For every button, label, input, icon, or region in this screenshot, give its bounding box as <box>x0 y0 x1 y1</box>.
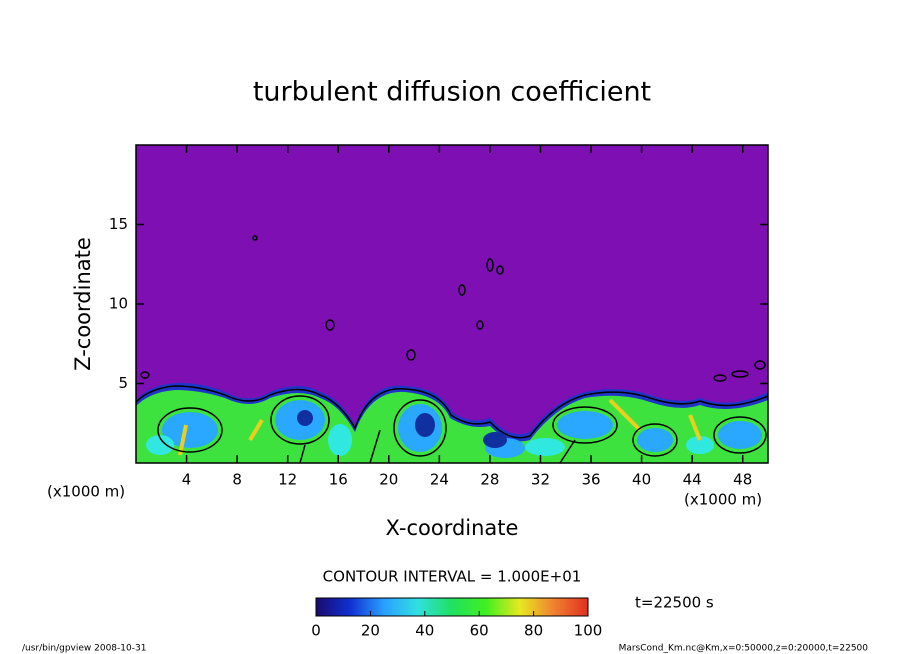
y-axis-label: Z-coordinate <box>71 237 95 371</box>
colorbar-tick-label: 0 <box>311 622 321 640</box>
x-tick-label: 12 <box>278 471 297 489</box>
x-tick-label: 4 <box>182 471 192 489</box>
x-tick-label: 16 <box>329 471 348 489</box>
colorbar-tick-label: 20 <box>361 622 380 640</box>
colorbar-tick-label: 40 <box>415 622 434 640</box>
x-axis-label: X-coordinate <box>386 516 519 540</box>
field-patches <box>146 424 714 456</box>
colorbar-axis: 0 20 40 60 80 100 <box>311 611 602 640</box>
chart-title: turbulent diffusion coefficient <box>253 77 651 108</box>
x-tick-label: 28 <box>480 471 499 489</box>
contour-interval: CONTOUR INTERVAL = 1.000E+01 <box>323 568 582 586</box>
field-streaks <box>178 398 702 456</box>
x-tick-label: 36 <box>581 471 600 489</box>
x-unit-label: (x1000 m) <box>47 483 125 501</box>
contour-field <box>136 235 768 463</box>
footer-left: /usr/bin/gpview 2008-10-31 <box>22 644 146 654</box>
field-patches <box>297 410 507 448</box>
x-tick-label: 24 <box>430 471 449 489</box>
y-tick-label: 15 <box>109 215 128 233</box>
contour-lines <box>136 235 768 463</box>
colorbar-tick-label: 60 <box>470 622 489 640</box>
y-tick-label: 10 <box>109 295 128 313</box>
x-tick-label: 8 <box>232 471 242 489</box>
x-tick-label: 32 <box>531 471 550 489</box>
colorbar-tick-label: 80 <box>524 622 543 640</box>
x-tick-label: 44 <box>683 471 702 489</box>
x-unit-label: (x1000 m) <box>684 491 762 509</box>
colorbar <box>315 597 589 617</box>
colorbar-tick-label: 100 <box>574 622 603 640</box>
y-tick-label: 5 <box>118 374 128 392</box>
x-tick-label: 20 <box>379 471 398 489</box>
footer-right: MarsCond_Km.nc@Km,x=0:50000,z=0:20000,t=… <box>619 644 869 654</box>
x-tick-label: 48 <box>733 471 752 489</box>
x-tick-label: 40 <box>632 471 651 489</box>
time-label: t=22500 s <box>635 594 714 612</box>
